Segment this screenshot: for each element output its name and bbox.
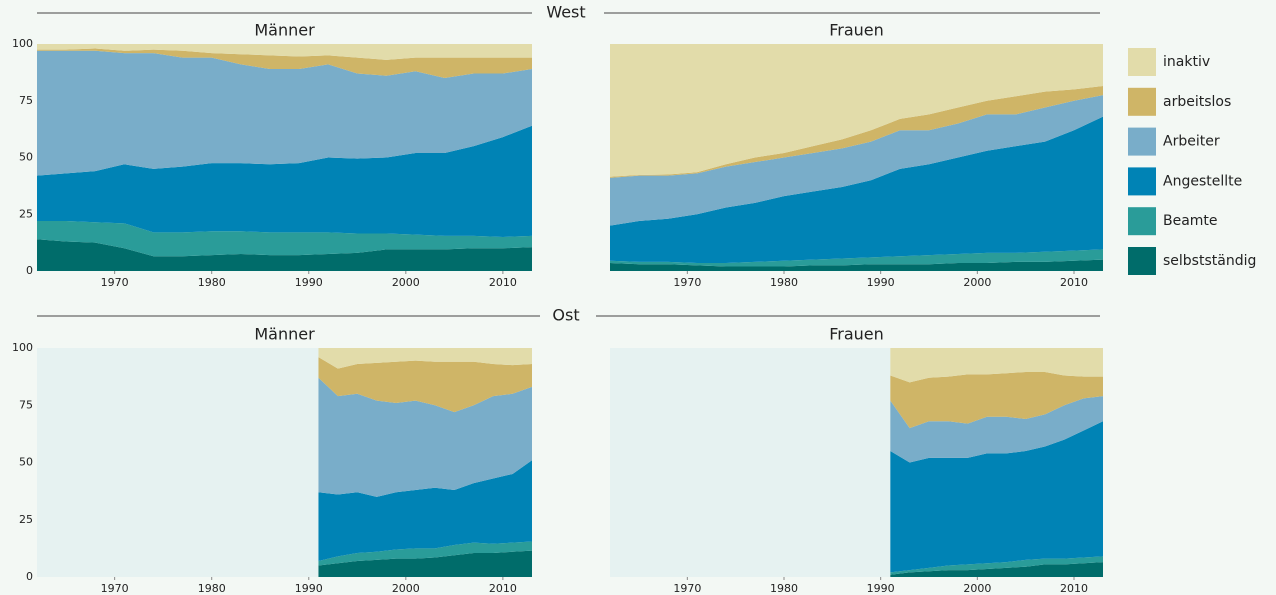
x-tick-label: 1990 bbox=[295, 582, 323, 595]
area bbox=[890, 372, 1103, 429]
x-tick-label: 1970 bbox=[673, 582, 701, 595]
area bbox=[37, 44, 532, 60]
legend-label: Beamte bbox=[1163, 213, 1218, 229]
no-data-region bbox=[37, 348, 319, 577]
legend-swatch bbox=[1128, 87, 1156, 116]
y-tick-label: 75 bbox=[19, 398, 33, 411]
panel-title: Frauen bbox=[829, 325, 884, 344]
x-tick-label: 2000 bbox=[392, 276, 420, 289]
panel-title: Frauen bbox=[829, 21, 884, 40]
legend-label: arbeitslos bbox=[1163, 94, 1231, 110]
area bbox=[318, 541, 532, 566]
x-tick-label: 1990 bbox=[295, 276, 323, 289]
area bbox=[318, 357, 532, 413]
row-label: West bbox=[546, 3, 585, 22]
legend-swatch bbox=[1128, 247, 1156, 275]
x-tick-label: 1980 bbox=[198, 582, 226, 595]
area bbox=[890, 562, 1103, 577]
area bbox=[610, 44, 1103, 177]
area bbox=[318, 460, 532, 561]
x-tick-label: 2000 bbox=[392, 582, 420, 595]
area bbox=[890, 348, 1103, 383]
area bbox=[610, 259, 1103, 271]
y-tick-label: 25 bbox=[19, 513, 33, 526]
area bbox=[318, 550, 532, 577]
y-tick-label: 50 bbox=[19, 151, 33, 164]
x-tick-label: 1980 bbox=[770, 276, 798, 289]
legend-swatch bbox=[1128, 48, 1156, 76]
legend-swatch bbox=[1128, 207, 1156, 236]
x-tick-label: 1990 bbox=[867, 276, 895, 289]
area bbox=[318, 348, 532, 369]
area bbox=[890, 421, 1103, 573]
x-tick-label: 2010 bbox=[489, 582, 517, 595]
no-data-region bbox=[610, 348, 891, 577]
legend-label: inaktiv bbox=[1163, 54, 1210, 70]
x-tick-label: 2010 bbox=[1060, 276, 1088, 289]
row-label: Ost bbox=[552, 306, 579, 325]
area bbox=[37, 50, 532, 176]
x-tick-label: 2010 bbox=[1060, 582, 1088, 595]
legend-swatch bbox=[1128, 167, 1156, 196]
area bbox=[318, 377, 532, 497]
x-tick-label: 1980 bbox=[198, 276, 226, 289]
legend-label: Arbeiter bbox=[1163, 134, 1220, 150]
y-tick-label: 25 bbox=[19, 207, 33, 220]
area bbox=[610, 85, 1103, 178]
y-tick-label: 0 bbox=[26, 570, 33, 583]
y-tick-label: 75 bbox=[19, 94, 33, 107]
y-tick-label: 100 bbox=[12, 37, 33, 50]
x-tick-label: 1970 bbox=[673, 276, 701, 289]
area bbox=[890, 396, 1103, 463]
area bbox=[37, 221, 532, 257]
x-tick-label: 2000 bbox=[963, 276, 991, 289]
area bbox=[37, 48, 532, 79]
x-tick-label: 1990 bbox=[867, 582, 895, 595]
panel-title: Männer bbox=[254, 325, 315, 344]
area bbox=[37, 125, 532, 237]
area bbox=[890, 556, 1103, 575]
legend-label: selbstständig bbox=[1163, 253, 1256, 269]
y-tick-label: 50 bbox=[19, 456, 33, 469]
area bbox=[610, 116, 1103, 264]
x-tick-label: 1970 bbox=[101, 276, 129, 289]
legend-label: Angestellte bbox=[1163, 173, 1242, 189]
panel-title: Männer bbox=[254, 21, 315, 40]
x-tick-label: 2010 bbox=[489, 276, 517, 289]
x-tick-label: 2000 bbox=[963, 582, 991, 595]
y-tick-label: 100 bbox=[12, 341, 33, 354]
y-tick-label: 0 bbox=[26, 264, 33, 277]
legend-swatch bbox=[1128, 127, 1156, 156]
x-tick-label: 1980 bbox=[770, 582, 798, 595]
x-tick-label: 1970 bbox=[101, 582, 129, 595]
area bbox=[610, 95, 1103, 226]
